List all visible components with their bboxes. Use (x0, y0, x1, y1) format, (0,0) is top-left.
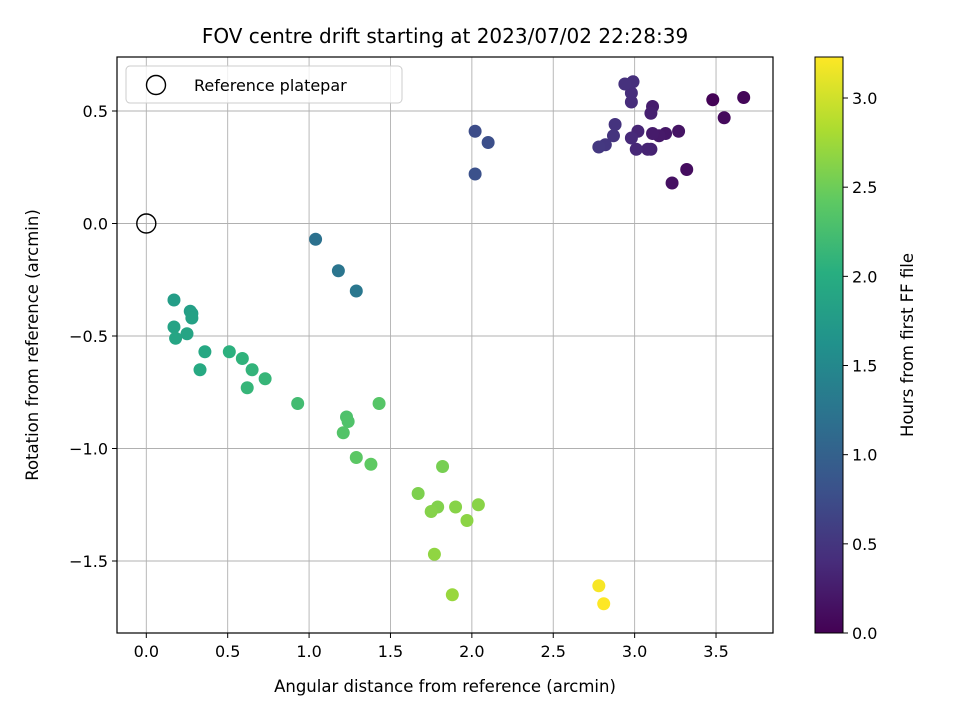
colorbar-tick-label: 1.5 (852, 357, 877, 376)
plot-area-frame (116, 56, 774, 634)
data-point (624, 95, 638, 109)
data-point (449, 500, 463, 514)
data-point (193, 363, 207, 377)
x-tick-label: 0.5 (215, 642, 240, 661)
colorbar-tick-label: 2.5 (852, 178, 877, 197)
data-point (180, 327, 194, 341)
data-point (240, 381, 254, 395)
data-point (364, 457, 378, 471)
chart-title: FOV centre drift starting at 2023/07/02 … (202, 24, 688, 48)
data-point (665, 176, 679, 190)
data-point (291, 397, 305, 410)
data-point (644, 106, 658, 120)
data-point (222, 345, 236, 359)
data-point (471, 498, 485, 512)
data-point (460, 514, 474, 527)
data-point (618, 77, 632, 91)
data-point (608, 118, 622, 131)
legend-entry-reference-platepar: Reference platepar (194, 76, 347, 95)
data-point (169, 331, 183, 345)
data-point (185, 311, 199, 325)
legend-box (125, 65, 403, 104)
colorbar-tick-label: 3.0 (852, 89, 877, 108)
data-point (372, 397, 386, 410)
data-point (445, 588, 459, 602)
y-tick-label: −1.0 (69, 440, 108, 459)
colorbar-tick-label: 0.5 (852, 535, 877, 554)
x-axis-label: Angular distance from reference (arcmin) (274, 677, 616, 696)
colorbar-tick-label: 0.0 (852, 624, 877, 643)
data-point (167, 320, 181, 334)
data-point (646, 127, 660, 140)
data-point (411, 487, 425, 500)
data-point (167, 293, 181, 307)
y-axis-ticks: 0.5 0.0 −0.5 −1.0 −1.5 (69, 102, 117, 571)
y-tick-label: −1.5 (69, 552, 108, 571)
data-point (349, 284, 363, 298)
data-point (624, 86, 638, 100)
y-tick-label: −0.5 (69, 327, 108, 346)
data-point (597, 597, 611, 611)
data-point (592, 140, 606, 154)
data-point (309, 232, 323, 246)
data-point (592, 579, 606, 593)
y-tick-label: 0.5 (83, 102, 108, 121)
x-tick-label: 2.5 (541, 642, 566, 661)
colorbar-tick-label: 1.0 (852, 446, 877, 465)
x-tick-label: 1.0 (296, 642, 321, 661)
x-tick-label: 1.5 (378, 642, 403, 661)
data-point (680, 163, 694, 176)
reference-platepar-marker (136, 213, 157, 234)
data-point (481, 136, 495, 149)
data-point (245, 363, 259, 377)
data-point (717, 111, 731, 125)
grid-lines (117, 57, 773, 633)
data-point (258, 372, 272, 386)
data-point (641, 142, 655, 156)
colorbar-gradient (814, 56, 844, 634)
data-points (136, 75, 751, 611)
y-tick-label: 0.0 (83, 215, 108, 234)
data-point (349, 451, 363, 464)
data-point (737, 91, 751, 104)
data-point (606, 129, 620, 143)
x-tick-label: 3.0 (622, 642, 647, 661)
colorbar-ticks: 0.0 0.5 1.0 1.5 2.0 2.5 3.0 (843, 89, 877, 643)
data-point (436, 460, 450, 473)
x-axis-ticks: 0.0 0.5 1.0 1.5 2.0 2.5 3.0 3.5 (134, 633, 729, 661)
data-point (629, 142, 643, 156)
data-point (341, 415, 355, 428)
data-point (427, 547, 441, 561)
y-axis-label: Rotation from reference (arcmin) (23, 209, 42, 481)
data-point (706, 93, 720, 107)
data-point (468, 124, 482, 138)
data-point (468, 167, 482, 181)
colorbar-tick-label: 2.0 (852, 267, 877, 286)
data-point (336, 426, 350, 440)
colorbar-label: Hours from first FF file (898, 253, 917, 437)
data-point (331, 264, 345, 278)
data-point (424, 505, 438, 518)
data-point (624, 131, 638, 145)
colorbar: 0.0 0.5 1.0 1.5 2.0 2.5 3.0 Hours from first F… (814, 56, 917, 643)
data-point (672, 124, 686, 138)
legend-reference-marker (145, 74, 167, 96)
legend: Reference platepar (125, 65, 403, 104)
data-point (198, 345, 212, 359)
x-tick-label: 0.0 (134, 642, 159, 661)
x-tick-label: 2.0 (459, 642, 484, 661)
data-point (235, 352, 249, 365)
x-tick-label: 3.5 (703, 642, 728, 661)
